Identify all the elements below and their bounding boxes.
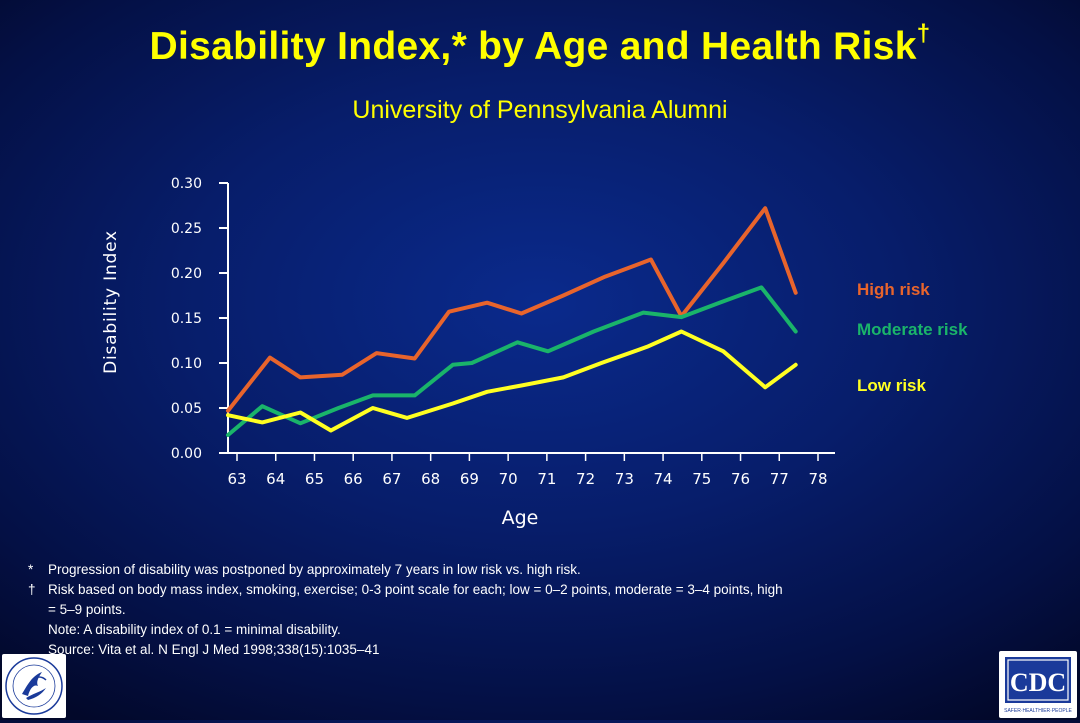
x-tick-label: 75 bbox=[692, 470, 711, 488]
hhs-eagle-icon bbox=[5, 657, 63, 715]
footnote-1-text: Progression of disability was postponed … bbox=[48, 562, 581, 577]
disability-line-chart: 0.00 0.05 0.10 0.15 0.20 0.25 0.30 63 64 65 66 67 68… bbox=[101, 176, 968, 529]
footnote-2-text: Risk based on body mass index, smoking, … bbox=[48, 582, 783, 617]
high-risk-label: High risk bbox=[857, 280, 930, 299]
moderate-risk-label: Moderate risk bbox=[857, 320, 968, 339]
x-tick-label: 64 bbox=[266, 470, 285, 488]
footnote-note: Note: A disability index of 0.1 = minima… bbox=[48, 622, 341, 637]
x-tick-label: 69 bbox=[460, 470, 479, 488]
high-risk-line bbox=[226, 206, 798, 413]
y-tick-label: 0.30 bbox=[171, 176, 202, 192]
y-tick-label: 0.15 bbox=[171, 311, 202, 327]
y-axis-title: Disability Index bbox=[101, 230, 121, 374]
x-tick-label: 73 bbox=[615, 470, 634, 488]
x-tick-label: 78 bbox=[808, 470, 827, 488]
cdc-tagline: SAFER·HEALTHIER·PEOPLE bbox=[1004, 708, 1072, 714]
y-tick-label: 0.05 bbox=[171, 401, 202, 417]
footnote-2: † Risk based on body mass index, smoking… bbox=[28, 580, 788, 620]
x-tick-label: 72 bbox=[576, 470, 595, 488]
footnotes: * Progression of disability was postpone… bbox=[28, 560, 788, 660]
x-tick-label: 67 bbox=[382, 470, 401, 488]
cdc-logo: CDC SAFER·HEALTHIER·PEOPLE bbox=[999, 651, 1077, 718]
title-dagger: † bbox=[916, 20, 931, 47]
cdc-wordmark: CDC bbox=[1010, 668, 1066, 697]
page-title: Disability Index,* by Age and Health Ris… bbox=[0, 20, 1080, 69]
chart-labels: High risk Moderate risk Low risk bbox=[857, 280, 968, 395]
title-text: Disability Index,* by Age and Health Ris… bbox=[149, 25, 917, 68]
y-tick-label: 0.20 bbox=[171, 266, 202, 282]
low-risk-line bbox=[226, 329, 798, 433]
x-tick-label: 77 bbox=[770, 470, 789, 488]
chart-axes: 0.00 0.05 0.10 0.15 0.20 0.25 0.30 63 64 65 66 67 68… bbox=[101, 176, 835, 529]
y-tick-label: 0.00 bbox=[171, 446, 202, 462]
y-tick-label: 0.10 bbox=[171, 356, 202, 372]
x-axis-title: Age bbox=[502, 507, 539, 529]
x-tick-label: 66 bbox=[344, 470, 363, 488]
low-risk-label: Low risk bbox=[857, 376, 927, 395]
x-tick-label: 71 bbox=[537, 470, 556, 488]
chart-series bbox=[226, 206, 798, 437]
x-tick-label: 63 bbox=[227, 470, 246, 488]
x-tick-label: 65 bbox=[305, 470, 324, 488]
x-tick-label: 70 bbox=[499, 470, 518, 488]
footnote-source: Source: Vita et al. N Engl J Med 1998;33… bbox=[48, 642, 380, 657]
footnote-2-mark: † bbox=[28, 582, 36, 597]
x-tick-label: 74 bbox=[654, 470, 673, 488]
hhs-seal-logo bbox=[2, 654, 66, 718]
footnote-1: * Progression of disability was postpone… bbox=[28, 560, 788, 580]
footnote-1-mark: * bbox=[28, 562, 34, 577]
page-subtitle: University of Pennsylvania Alumni bbox=[352, 96, 728, 124]
x-tick-label: 68 bbox=[421, 470, 440, 488]
cdc-logo-mark: CDC SAFER·HEALTHIER·PEOPLE bbox=[1004, 657, 1073, 714]
y-tick-label: 0.25 bbox=[171, 221, 202, 237]
moderate-risk-line bbox=[226, 285, 798, 437]
x-tick-label: 76 bbox=[731, 470, 750, 488]
